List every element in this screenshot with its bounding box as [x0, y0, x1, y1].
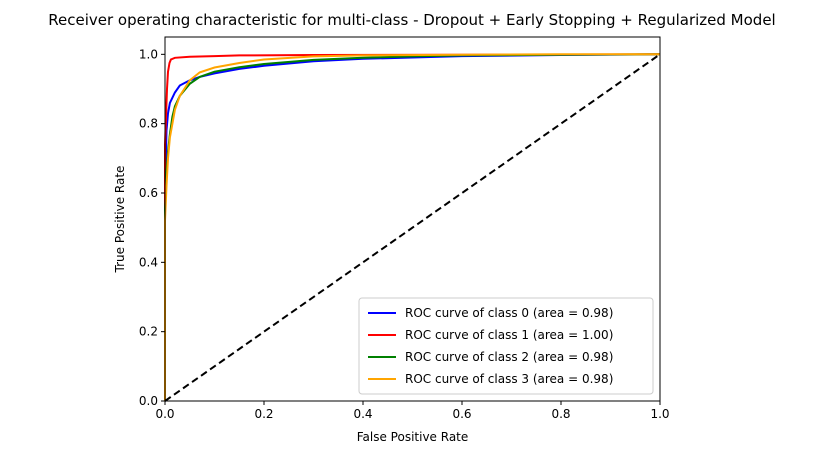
- chance-diagonal-line: [164, 53, 661, 402]
- legend-entry-label: ROC curve of class 3 (area = 0.98): [405, 372, 613, 386]
- x-tick-label: 0.4: [353, 407, 372, 421]
- x-axis: 0.0 0.2 0.4 0.6 0.8 1.0: [155, 401, 670, 421]
- y-tick-label: 0.4: [139, 255, 158, 269]
- legend: ROC curve of class 0 (area = 0.98) ROC cu…: [358, 297, 654, 395]
- y-tick-label: 0.2: [139, 325, 158, 339]
- x-tick-label: 0.6: [452, 407, 471, 421]
- legend-entry-label: ROC curve of class 1 (area = 1.00): [405, 328, 613, 342]
- x-tick-label: 0.8: [551, 407, 570, 421]
- x-tick-label: 0.2: [254, 407, 273, 421]
- y-tick-label: 1.0: [139, 47, 158, 61]
- plot-area: [164, 53, 661, 402]
- x-axis-label: False Positive Rate: [357, 430, 469, 444]
- y-tick-label: 0.0: [139, 394, 158, 408]
- plot-frame: [164, 36, 661, 402]
- legend-box: [358, 297, 654, 395]
- x-tick-label: 1.0: [650, 407, 669, 421]
- legend-entry-label: ROC curve of class 2 (area = 0.98): [405, 350, 613, 364]
- y-axis: 0.0 0.2 0.4 0.6 0.8 1.0: [139, 47, 165, 408]
- roc-curve-class-1: [164, 53, 661, 401]
- legend-entry-label: ROC curve of class 0 (area = 0.98): [405, 306, 613, 320]
- chart-title: Receiver operating characteristic for mu…: [48, 11, 775, 29]
- y-tick-label: 0.8: [139, 117, 158, 131]
- y-axis-label: True Positive Rate: [113, 166, 127, 274]
- roc-curve-class-3: [164, 53, 660, 401]
- y-tick-label: 0.6: [139, 186, 158, 200]
- x-tick-label: 0.0: [155, 407, 174, 421]
